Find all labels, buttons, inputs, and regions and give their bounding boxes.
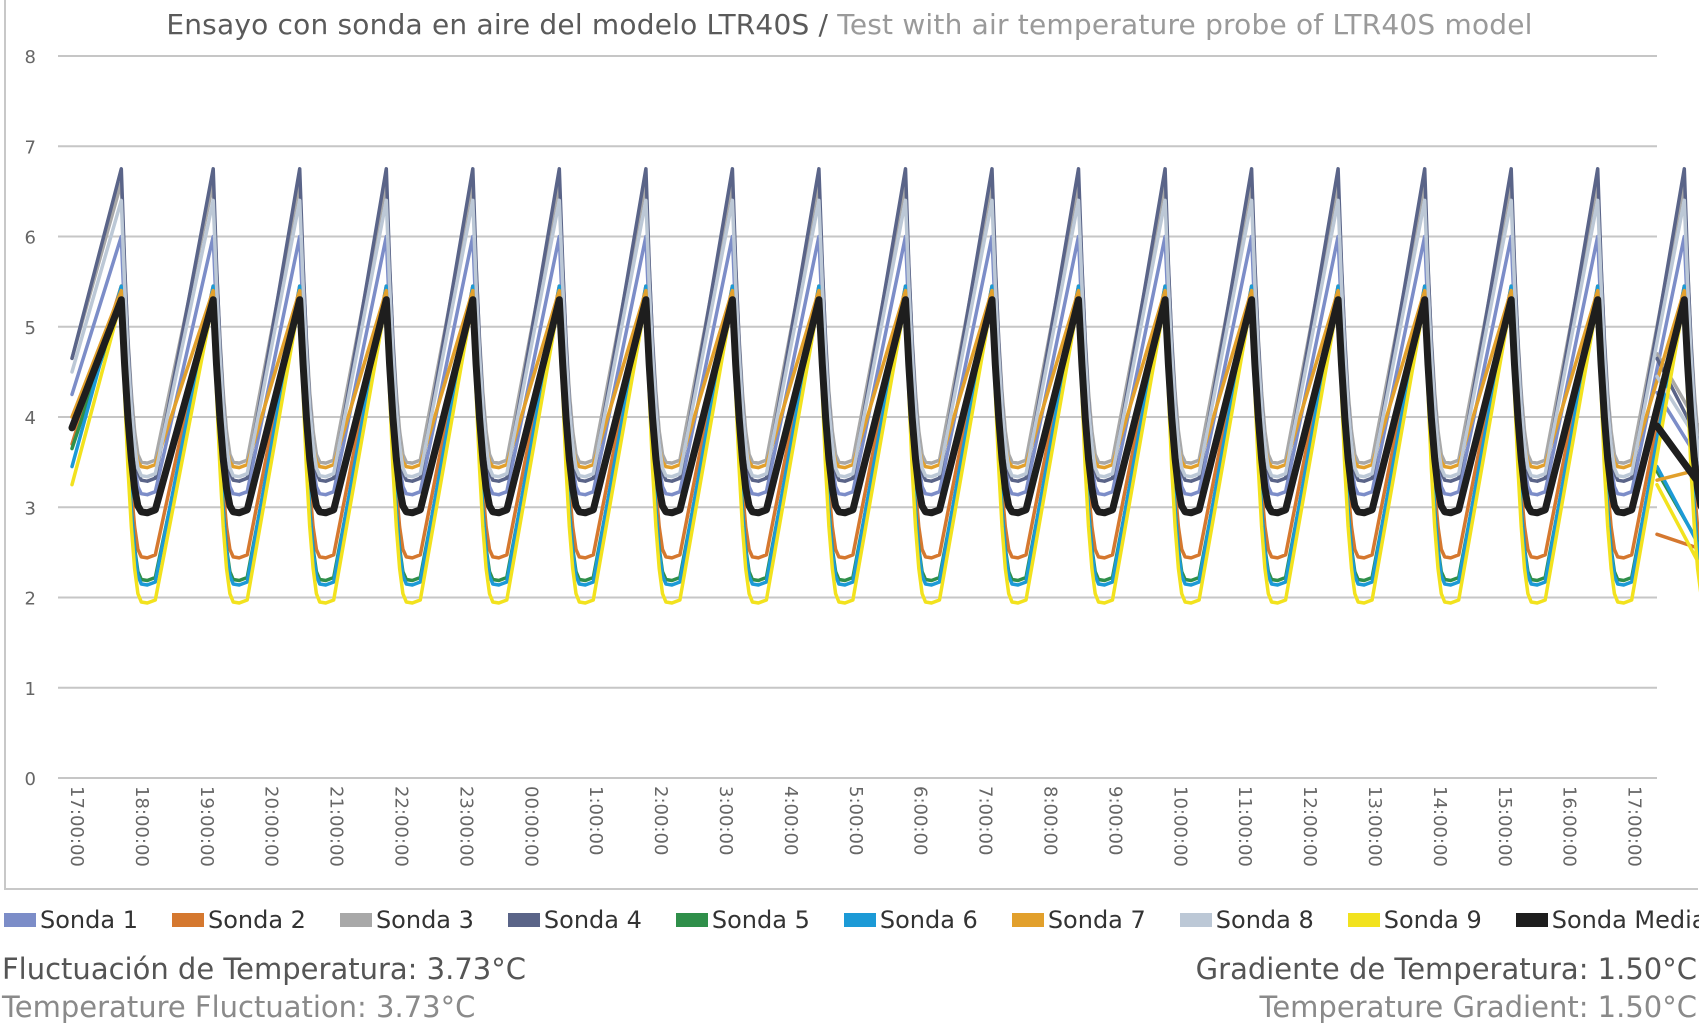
- y-tick-label: 3: [25, 498, 36, 519]
- y-axis-ticks: 0 1 2 3 4 5 6 7 8: [25, 47, 36, 790]
- x-tick-label: 7:00:00: [975, 786, 996, 855]
- legend-swatch: [675, 913, 708, 927]
- grid-lines: [58, 55, 1657, 779]
- series-line-sonda-8: [70, 198, 1699, 479]
- legend-swatch: [843, 913, 876, 927]
- legend-swatch: [507, 913, 540, 927]
- legend-label: Sonda 2: [207, 906, 306, 934]
- chart-title-separator: /: [809, 8, 838, 41]
- x-tick-label: 17:00:00: [1624, 786, 1645, 867]
- legend-swatch: [1515, 913, 1548, 927]
- x-tick-label: 10:00:00: [1169, 786, 1190, 867]
- x-tick-label: 00:00:00: [520, 786, 541, 867]
- y-tick-label: 6: [25, 228, 36, 249]
- legend-label: Sonda 8: [1215, 906, 1314, 934]
- legend-item: Sonda 3: [339, 906, 474, 934]
- legend-label: Sonda 3: [375, 906, 474, 934]
- legend-item: Sonda 6: [843, 906, 978, 934]
- x-tick-label: 14:00:00: [1429, 786, 1450, 867]
- fluctuation-es: Fluctuación de Temperatura: 3.73°C: [2, 952, 526, 986]
- x-tick-label: 20:00:00: [261, 786, 282, 867]
- legend-item: Sonda 9: [1347, 906, 1482, 934]
- x-tick-label: 17:00:00: [66, 786, 87, 867]
- legend-item: Sonda 4: [507, 906, 642, 934]
- legend-item: Sonda Media: [1515, 906, 1699, 934]
- x-tick-label: 4:00:00: [780, 786, 801, 855]
- x-tick-label: 6:00:00: [910, 786, 931, 855]
- x-tick-label: 21:00:00: [326, 786, 347, 867]
- x-tick-label: 22:00:00: [391, 786, 412, 867]
- x-tick-label: 1:00:00: [585, 786, 606, 855]
- x-tick-label: 13:00:00: [1364, 786, 1385, 867]
- legend-item: Sonda 2: [171, 906, 306, 934]
- y-tick-label: 8: [25, 47, 36, 68]
- legend-label: Sonda 6: [879, 906, 978, 934]
- gradient-es: Gradiente de Temperatura: 1.50°C: [1195, 952, 1697, 986]
- y-tick-label: 1: [25, 679, 36, 700]
- y-tick-label: 0: [25, 769, 36, 790]
- legend-swatch: [4, 913, 36, 927]
- legend-item: Sonda 5: [675, 906, 810, 934]
- legend-item: Sonda 1: [4, 906, 138, 934]
- legend-swatch: [1347, 913, 1380, 927]
- legend-label: Sonda 5: [711, 906, 810, 934]
- x-tick-label: 16:00:00: [1559, 786, 1580, 867]
- x-tick-label: 2:00:00: [650, 786, 671, 855]
- chart-frame: [4, 0, 1698, 890]
- chart-legend: Sonda 1 Sonda 2 Sonda 3 Sonda 4 Sonda 5 Sonda…: [4, 903, 1699, 937]
- x-tick-label: 9:00:00: [1104, 786, 1125, 855]
- legend-swatch: [1011, 913, 1044, 927]
- legend-swatch: [339, 913, 372, 927]
- x-tick-label: 19:00:00: [196, 786, 217, 867]
- fluctuation-en: Temperature Fluctuation: 3.73°C: [2, 990, 476, 1024]
- x-tick-label: 8:00:00: [1040, 786, 1061, 855]
- x-tick-label: 18:00:00: [131, 786, 152, 867]
- x-tick-label: 23:00:00: [455, 786, 476, 867]
- series-lines: [68, 167, 1699, 605]
- x-tick-label: 3:00:00: [715, 786, 736, 855]
- line-chart: 0 1 2 3 4 5 6 7 8 17:00:00 18:00:00 19:00:00 20:00:…: [25, 47, 1699, 867]
- legend-item: Sonda 8: [1179, 906, 1314, 934]
- legend-label: Sonda 4: [543, 906, 642, 934]
- series-line-sonda-media: [68, 296, 1699, 517]
- legend-swatch: [1179, 913, 1212, 927]
- y-tick-label: 2: [25, 589, 36, 610]
- legend-label: Sonda Media: [1551, 906, 1699, 934]
- gradient-en: Temperature Gradient: 1.50°C: [1259, 990, 1697, 1024]
- y-tick-label: 4: [25, 408, 36, 429]
- y-tick-label: 5: [25, 318, 36, 339]
- chart-title-spanish: Ensayo con sonda en aire del modelo LTR4…: [166, 8, 810, 41]
- x-tick-label: 11:00:00: [1234, 786, 1255, 867]
- x-tick-label: 5:00:00: [845, 786, 866, 855]
- legend-label: Sonda 9: [1383, 906, 1482, 934]
- chart-title-english: Test with air temperature probe of LTR40…: [837, 8, 1533, 41]
- x-tick-label: 15:00:00: [1494, 786, 1515, 867]
- legend-item: Sonda 7: [1011, 906, 1146, 934]
- y-tick-label: 7: [25, 137, 36, 158]
- legend-label: Sonda 7: [1047, 906, 1146, 934]
- legend-swatch: [171, 913, 204, 927]
- legend-label: Sonda 1: [40, 906, 138, 934]
- x-tick-label: 12:00:00: [1299, 786, 1320, 867]
- chart-title: Ensayo con sonda en aire del modelo LTR4…: [0, 8, 1699, 41]
- x-axis-ticks: 17:00:00 18:00:00 19:00:00 20:00:00 21:00:00…: [66, 786, 1645, 867]
